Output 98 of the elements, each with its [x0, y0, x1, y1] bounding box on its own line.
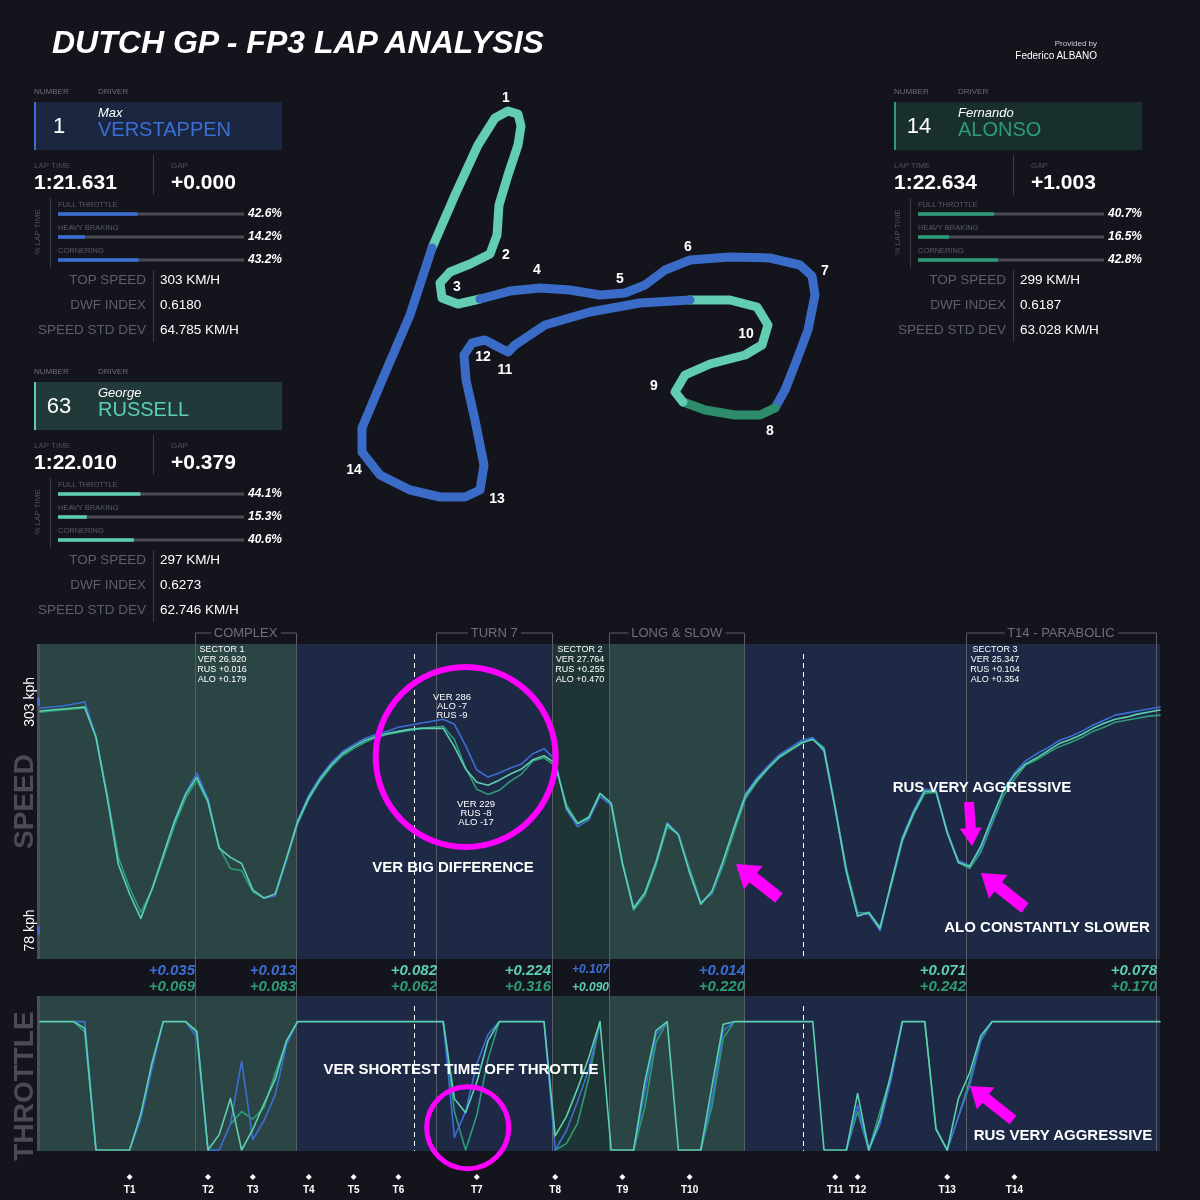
- text: NUMBER: [894, 87, 929, 97]
- text: +0.224 +0.316: [504, 961, 552, 995]
- text: 9: [650, 376, 658, 394]
- annotation: SECTOR 2 VER 27.764 RUS +0.255 ALO +0.470: [555, 644, 605, 685]
- text: 11: [497, 360, 513, 378]
- text: +0.078 +0.170: [1110, 961, 1158, 995]
- text: 3: [453, 277, 461, 295]
- text: +0.013 +0.083: [249, 961, 297, 995]
- text: DWF INDEX: [70, 577, 146, 593]
- text: TOP SPEED: [69, 272, 146, 288]
- annotation: RUS VERY AGGRESSIVE: [973, 1126, 1153, 1144]
- text: 64.785 KM/H: [160, 322, 239, 338]
- text: 1:21.631: [34, 168, 117, 194]
- text: TURN 7: [470, 624, 518, 640]
- text: TOP SPEED: [69, 552, 146, 568]
- text: DUTCH GP - FP3 LAP ANALYSIS: [52, 23, 544, 61]
- text: 0.6187: [1020, 297, 1062, 313]
- text: +0.107 +0.090: [571, 962, 611, 995]
- x-tick-label: T12: [848, 1183, 867, 1195]
- data-label: 42.6%: [247, 206, 283, 221]
- text: 1: [502, 88, 510, 106]
- data-label: 15.3%: [248, 509, 283, 524]
- text: DWF INDEX: [70, 297, 146, 313]
- x-tick-label: T1: [123, 1183, 136, 1195]
- text: +0.000: [171, 168, 236, 194]
- text: TOP SPEED: [929, 272, 1006, 288]
- text: Federico ALBANO: [1015, 50, 1097, 62]
- text: +0.035 +0.069: [148, 961, 196, 995]
- text: 62.746 KM/H: [160, 602, 239, 618]
- x-tick-label: T4: [302, 1183, 316, 1195]
- text: T14 - PARABOLIC: [1007, 624, 1115, 640]
- text: SPEED STD DEV: [37, 322, 146, 338]
- text: NUMBER: [34, 367, 69, 377]
- data-label: 40.6%: [247, 532, 283, 547]
- y-axis-title: SPEED: [7, 754, 39, 849]
- data-label: 16.5%: [1108, 229, 1143, 244]
- annotation: VER 229 RUS -8 ALO -17: [456, 797, 496, 827]
- text: COMPLEX: [213, 624, 278, 640]
- data-label: 40.7%: [1107, 206, 1143, 221]
- text: DRIVER: [98, 367, 129, 377]
- text: 0.6180: [160, 297, 202, 313]
- annotation: ALO CONSTANTLY SLOWER: [944, 918, 1150, 936]
- annotation: VER 286 ALO -7 RUS -9: [432, 690, 472, 720]
- text: 12: [475, 347, 491, 365]
- text: 2: [502, 245, 510, 263]
- x-tick-label: T8: [549, 1183, 562, 1195]
- text: 0.6273: [160, 577, 202, 593]
- x-tick-label: T3: [246, 1183, 260, 1195]
- text: 6: [684, 237, 692, 255]
- x-tick-label: T13: [938, 1183, 957, 1195]
- x-tick-label: T2: [202, 1183, 215, 1195]
- text: 7: [821, 261, 829, 279]
- text: 10: [738, 324, 754, 342]
- text: DWF INDEX: [930, 297, 1006, 313]
- annotation: SECTOR 3 VER 25.347 RUS +0.104 ALO +0.354: [970, 644, 1020, 685]
- text: George: [98, 385, 142, 401]
- y-tick-label: 78 kph: [20, 909, 37, 952]
- x-tick-label: T7: [470, 1183, 484, 1195]
- x-tick-label: T5: [347, 1183, 360, 1195]
- text: 63.028 KM/H: [1020, 322, 1099, 338]
- text: Provided by: [1054, 39, 1097, 49]
- text: 1:22.634: [894, 168, 977, 194]
- x-tick-label: T10: [680, 1183, 699, 1195]
- x-tick-label: T11: [826, 1183, 844, 1195]
- text: 14: [906, 113, 932, 139]
- data-label: 42.8%: [1107, 252, 1143, 267]
- annotation: VER BIG DIFFERENCE: [372, 858, 534, 876]
- text: 5: [616, 269, 624, 287]
- data-label: 14.2%: [248, 229, 283, 244]
- text: +0.082 +0.062: [390, 961, 438, 995]
- text: +0.071 +0.242: [919, 961, 967, 995]
- text: NUMBER: [34, 87, 69, 97]
- text: DRIVER: [958, 87, 989, 97]
- text: 13: [489, 489, 505, 507]
- text: DRIVER: [98, 87, 129, 97]
- text: 297 KM/H: [160, 552, 221, 568]
- x-tick-label: T9: [616, 1183, 629, 1195]
- text: 8: [766, 421, 774, 439]
- text: 63: [46, 393, 72, 419]
- text: +0.379: [171, 448, 236, 474]
- x-tick-label: T6: [392, 1183, 405, 1195]
- text: +0.014 +0.220: [698, 961, 746, 995]
- x-tick-label: T14: [1005, 1183, 1024, 1195]
- text: 1:22.010: [34, 448, 117, 474]
- text: +1.003: [1031, 168, 1096, 194]
- text: LONG & SLOW: [631, 624, 723, 640]
- text: SPEED STD DEV: [37, 602, 146, 618]
- text: SPEED STD DEV: [897, 322, 1006, 338]
- text: 4: [533, 260, 541, 278]
- data-label: 43.2%: [247, 252, 283, 267]
- y-axis-title: THROTTLE: [7, 1011, 39, 1161]
- y-tick-label: 303 kph: [20, 677, 37, 727]
- text: 14: [346, 460, 362, 478]
- data-label: 44.1%: [247, 486, 283, 501]
- text: 1: [52, 113, 66, 139]
- text: 299 KM/H: [1020, 272, 1081, 288]
- annotation: SECTOR 1 VER 26.920 RUS +0.016 ALO +0.179: [197, 644, 247, 685]
- text: 303 KM/H: [160, 272, 221, 288]
